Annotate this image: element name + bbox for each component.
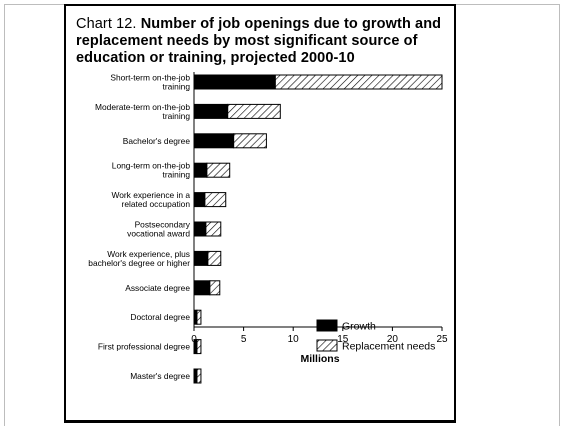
outer-frame-right-line — [559, 4, 560, 426]
category-label-5-0: Postsecondary — [135, 220, 191, 230]
category-label-1-1: training — [163, 111, 191, 121]
bar-replacement-0 — [274, 74, 443, 90]
bar-replacement-9 — [196, 339, 202, 355]
category-label-10-0: Master's degree — [130, 371, 190, 381]
chart-title-text: Number of job openings due to growth and… — [76, 16, 442, 66]
bar-replacement-8 — [196, 309, 202, 325]
category-label-3-0: Long-term on-the-job — [112, 161, 191, 171]
bar-growth-4 — [193, 192, 206, 208]
bar-replacement-5 — [205, 221, 222, 237]
category-label-5-1: vocational award — [127, 229, 190, 239]
bar-growth-2 — [193, 133, 235, 149]
category-label-2-0: Bachelor's degree — [123, 136, 191, 146]
chart-title: Chart 12. Number of job openings due to … — [76, 16, 448, 67]
outer-frame-left-line — [4, 4, 5, 426]
bar-replacement-10 — [196, 368, 202, 384]
category-label-3-1: training — [163, 170, 191, 180]
x-tick-label-1: 5 — [241, 334, 247, 345]
bar-replacement-6 — [207, 250, 222, 266]
category-labels: Short-term on-the-jobtrainingModerate-te… — [88, 73, 191, 382]
category-label-6-0: Work experience, plus — [107, 249, 190, 259]
category-label-1-0: Moderate-term on-the-job — [95, 102, 190, 112]
category-label-9-0: First professional degree — [98, 342, 191, 352]
chart-panel: Chart 12. Number of job openings due to … — [64, 4, 456, 423]
bar-replacement-2 — [233, 133, 267, 149]
x-axis-title: Millions — [300, 353, 339, 365]
bar-growth-5 — [193, 221, 207, 237]
legend-swatch-replacement — [316, 339, 338, 352]
category-label-0-0: Short-term on-the-job — [110, 73, 190, 83]
x-tick-label-3: 15 — [337, 334, 349, 345]
legend-label-replacement: Replacement needs — [342, 341, 435, 353]
bar-growth-7 — [193, 280, 211, 296]
category-label-8-0: Doctoral degree — [130, 312, 190, 322]
category-label-6-1: bachelor's degree or higher — [88, 258, 190, 268]
x-tick-label-0: 0 — [191, 334, 197, 345]
bar-growth-6 — [193, 250, 209, 266]
x-tick-label-2: 10 — [288, 334, 300, 345]
x-tick-label-5: 25 — [436, 334, 448, 345]
category-label-4-1: related occupation — [122, 199, 191, 209]
bar-replacement-4 — [204, 192, 227, 208]
bar-growth-3 — [193, 162, 208, 178]
category-label-0-1: training — [163, 82, 191, 92]
bars-layer — [193, 74, 443, 384]
bar-chart: 0 5 10 15 20 25 Millions Short-term on-the-job… — [88, 72, 448, 384]
legend: Growth Replacement needs — [316, 319, 435, 353]
category-label-7-0: Associate degree — [125, 283, 190, 293]
x-tick-label-4: 20 — [387, 334, 399, 345]
category-label-4-0: Work experience in a — [111, 190, 190, 200]
legend-label-growth: Growth — [342, 321, 376, 333]
bar-replacement-3 — [206, 162, 231, 178]
bar-growth-0 — [193, 74, 276, 90]
bar-growth-1 — [193, 103, 229, 119]
bar-replacement-7 — [209, 280, 221, 296]
legend-swatch-growth — [316, 319, 338, 332]
chart-number: Chart 12. — [76, 16, 137, 32]
bar-replacement-1 — [227, 103, 281, 119]
